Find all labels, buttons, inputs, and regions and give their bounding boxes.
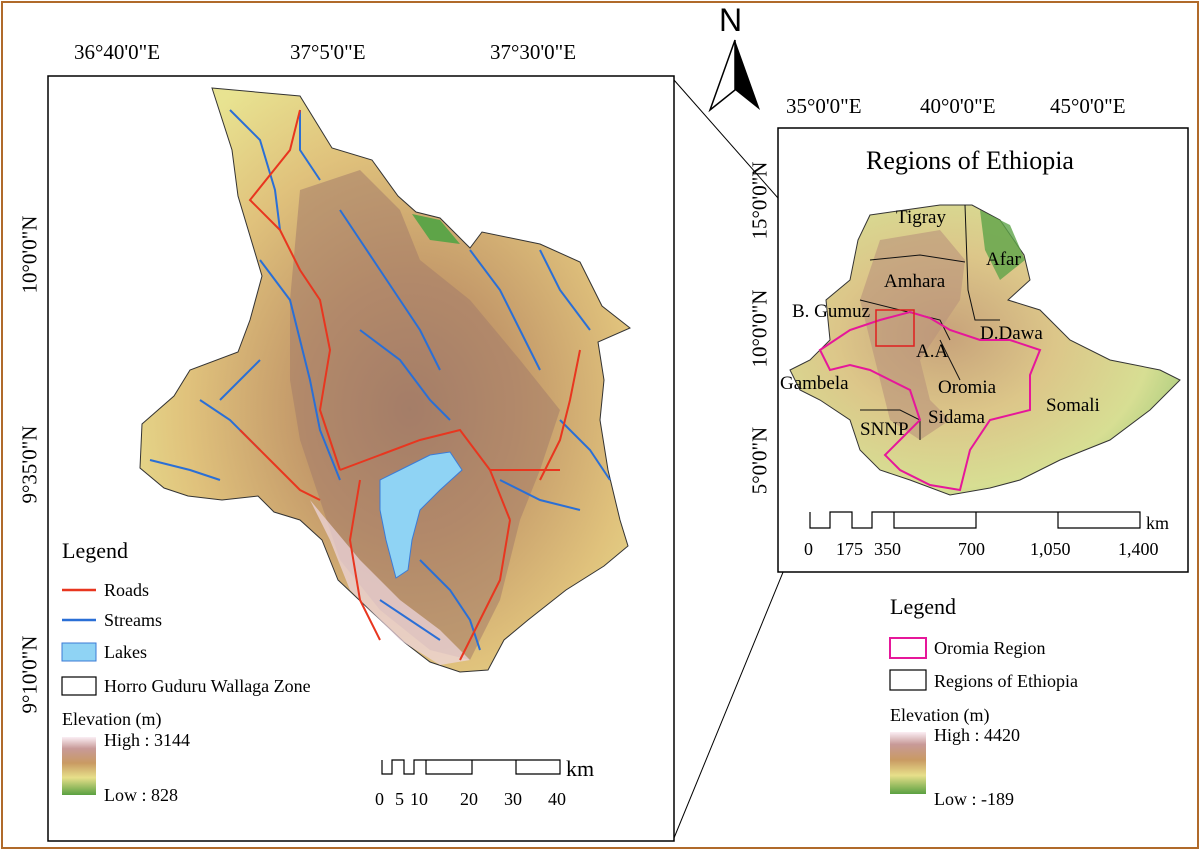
lon-label: 36°40'0"E — [74, 40, 161, 64]
legend-roads-label: Roads — [104, 580, 149, 600]
region-label-sidama: Sidama — [928, 407, 985, 428]
inset-lat-label: 10°0'0"N — [747, 289, 772, 368]
region-label-d-dawa: D.Dawa — [980, 323, 1043, 344]
inset-scale-tick: 1,400 — [1118, 539, 1159, 559]
scale-tick: 5 — [395, 789, 404, 809]
legend-streams-label: Streams — [104, 610, 162, 630]
legend-oromia-swatch — [889, 637, 927, 659]
inset-scale-tick: 350 — [874, 539, 901, 559]
highland-area — [290, 170, 560, 660]
inset-scale-tick: 175 — [836, 539, 863, 559]
inset-lon-label: 40°0'0"E — [920, 94, 996, 118]
scale-tick: 0 — [375, 789, 384, 809]
study-area-box — [875, 309, 915, 347]
lowland-area — [412, 214, 460, 244]
inset-scale-tick: 0 — [804, 539, 813, 559]
region-label-tigray: Tigray — [896, 207, 946, 228]
scale-tick: 10 — [410, 789, 428, 809]
inset-lon-label: 35°0'0"E — [786, 94, 862, 118]
inset-lat-label: 5°0'0"N — [747, 426, 772, 495]
inset-scale-bar — [809, 511, 1141, 529]
legend-elevation-ramp — [62, 737, 96, 795]
legend-zone-swatch — [61, 676, 97, 696]
danakil-lowland — [980, 210, 1025, 280]
inset-legend-title: Legend — [890, 594, 956, 619]
inset-elevation-title: Elevation (m) — [890, 705, 990, 725]
lat-label: 10°0'0"N — [17, 215, 42, 294]
region-label-addis-ababa: A.A — [916, 341, 949, 362]
region-label-amhara: Amhara — [884, 271, 946, 292]
inset-scale-tick: 700 — [958, 539, 985, 559]
lat-label: 9°10'0"N — [17, 635, 42, 714]
inset-lon-label: 45°0'0"E — [1050, 94, 1126, 118]
elevation-low: Low : 828 — [104, 785, 178, 805]
elevation-title: Elevation (m) — [62, 709, 162, 729]
lake — [379, 451, 463, 579]
main-scale-bar — [381, 759, 561, 775]
legend-oromia-label: Oromia Region — [934, 638, 1046, 658]
inset-elevation-low: Low : -189 — [934, 789, 1014, 809]
region-boundaries — [859, 204, 1000, 440]
legend-zone-label: Horro Guduru Wallaga Zone — [104, 676, 311, 696]
scale-tick: 20 — [460, 789, 478, 809]
legend-title: Legend — [62, 538, 128, 563]
inset-scale-unit: km — [1146, 513, 1170, 533]
region-label-snnp: SNNP — [860, 419, 909, 440]
region-label-somali: Somali — [1046, 395, 1100, 416]
region-label-oromia: Oromia — [938, 377, 997, 398]
inset-title: Regions of Ethiopia — [866, 146, 1074, 175]
inset-elevation-high: High : 4420 — [934, 725, 1021, 745]
inset-lat-label: 15°0'0"N — [747, 161, 772, 240]
region-label-gambela: Gambela — [780, 373, 849, 394]
ethiopian-highlands — [860, 230, 965, 440]
lon-label: 37°30'0"E — [490, 40, 577, 64]
region-label-afar: Afar — [986, 249, 1021, 270]
region-label-b-gumuz: B. Gumuz — [792, 301, 871, 322]
scale-tick: 30 — [504, 789, 522, 809]
north-arrow-icon — [708, 39, 760, 113]
high-elevation-area — [310, 500, 470, 665]
legend-regions-swatch — [889, 669, 927, 691]
roads — [239, 109, 581, 661]
inset-scale-tick: 1,050 — [1030, 539, 1071, 559]
north-label: N — [719, 2, 743, 38]
legend-lakes-swatch — [61, 642, 97, 662]
oromia-region-outline — [818, 310, 1042, 492]
legend-inset-elevation-ramp — [890, 732, 926, 794]
streams — [149, 109, 611, 651]
elevation-high: High : 3144 — [104, 730, 191, 750]
scale-unit: km — [566, 756, 595, 781]
lon-label: 37°5'0"E — [290, 40, 366, 64]
legend-lakes-label: Lakes — [104, 642, 147, 662]
legend-regions-label: Regions of Ethiopia — [934, 671, 1078, 691]
scale-tick: 40 — [548, 789, 566, 809]
lat-label: 9°35'0"N — [17, 425, 42, 504]
